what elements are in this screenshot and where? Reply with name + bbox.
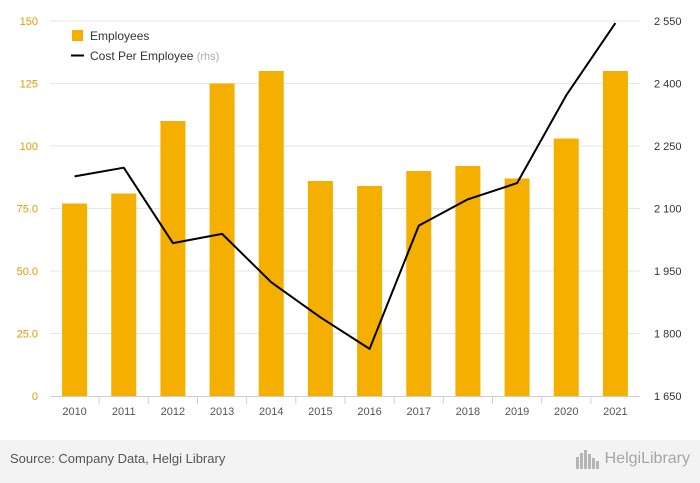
x-tick-label: 2016	[357, 406, 381, 418]
left-axis-tick-label: 25.0	[17, 329, 38, 341]
x-tick-label: 2011	[112, 406, 136, 418]
legend-rhs-note: (rhs)	[197, 51, 220, 63]
brand[interactable]: HelgiLibrary	[575, 448, 690, 470]
footer: Source: Company Data, Helgi Library Helg…	[0, 440, 700, 483]
x-tick-label: 2014	[259, 406, 283, 418]
bar-2014	[258, 71, 284, 396]
x-tick-label: 2017	[407, 406, 431, 418]
left-axis-tick-label: 100	[20, 141, 38, 153]
right-axis-tick-label: 1 650	[654, 391, 682, 403]
combo-chart: 0 25.0 50.0 75.0 100 125 150 1 650 1 800 1 950 2 1…	[17, 16, 682, 418]
left-axis-tick-label: 75.0	[17, 204, 38, 216]
bar-2015	[307, 181, 333, 396]
left-axis-tick-label: 50.0	[17, 266, 38, 278]
bar-2020	[553, 138, 579, 396]
x-tick-label: 2020	[554, 406, 578, 418]
left-axis-tick-label: 125	[20, 79, 38, 91]
right-axis-tick-label: 1 950	[654, 266, 682, 278]
x-tick-label: 2021	[603, 406, 627, 418]
left-axis-tick-label: 150	[20, 16, 38, 28]
bar-2013	[209, 83, 235, 396]
bar-2019	[504, 178, 530, 396]
bar-2010	[62, 203, 88, 396]
source-note: Source: Company Data, Helgi Library	[10, 451, 226, 466]
x-tick-label: 2012	[161, 406, 185, 418]
bar-2012	[160, 121, 186, 396]
x-tick-label: 2015	[308, 406, 332, 418]
bar-2018	[455, 166, 481, 396]
right-axis-tick-label: 2 250	[654, 141, 682, 153]
brand-name: HelgiLibrary	[604, 450, 690, 467]
helgi-library-logo-icon	[575, 450, 599, 469]
right-axis-tick-label: 2 550	[654, 16, 682, 28]
x-tick-label: 2018	[456, 406, 480, 418]
right-axis-tick-label: 2 100	[654, 204, 682, 216]
bar-2016	[357, 186, 383, 396]
bar-2011	[111, 193, 137, 396]
legend-series-name: Cost Per Employee	[90, 49, 197, 63]
x-tick-label: 2010	[62, 406, 86, 418]
line-series-cost-per-employee	[74, 22, 617, 350]
x-tick-label: 2019	[505, 406, 529, 418]
legend-swatch-employees	[72, 30, 83, 41]
bar-2021	[602, 71, 628, 396]
left-axis-tick-label: 0	[32, 391, 38, 403]
bar-2017	[406, 171, 432, 396]
right-axis-tick-label: 1 800	[654, 329, 682, 341]
right-axis-tick-label: 2 400	[654, 79, 682, 91]
legend-label-employees: Employees	[90, 29, 149, 43]
x-tick-label: 2013	[210, 406, 234, 418]
legend-label-cost-per-employee: Cost Per Employee (rhs)	[90, 49, 219, 63]
